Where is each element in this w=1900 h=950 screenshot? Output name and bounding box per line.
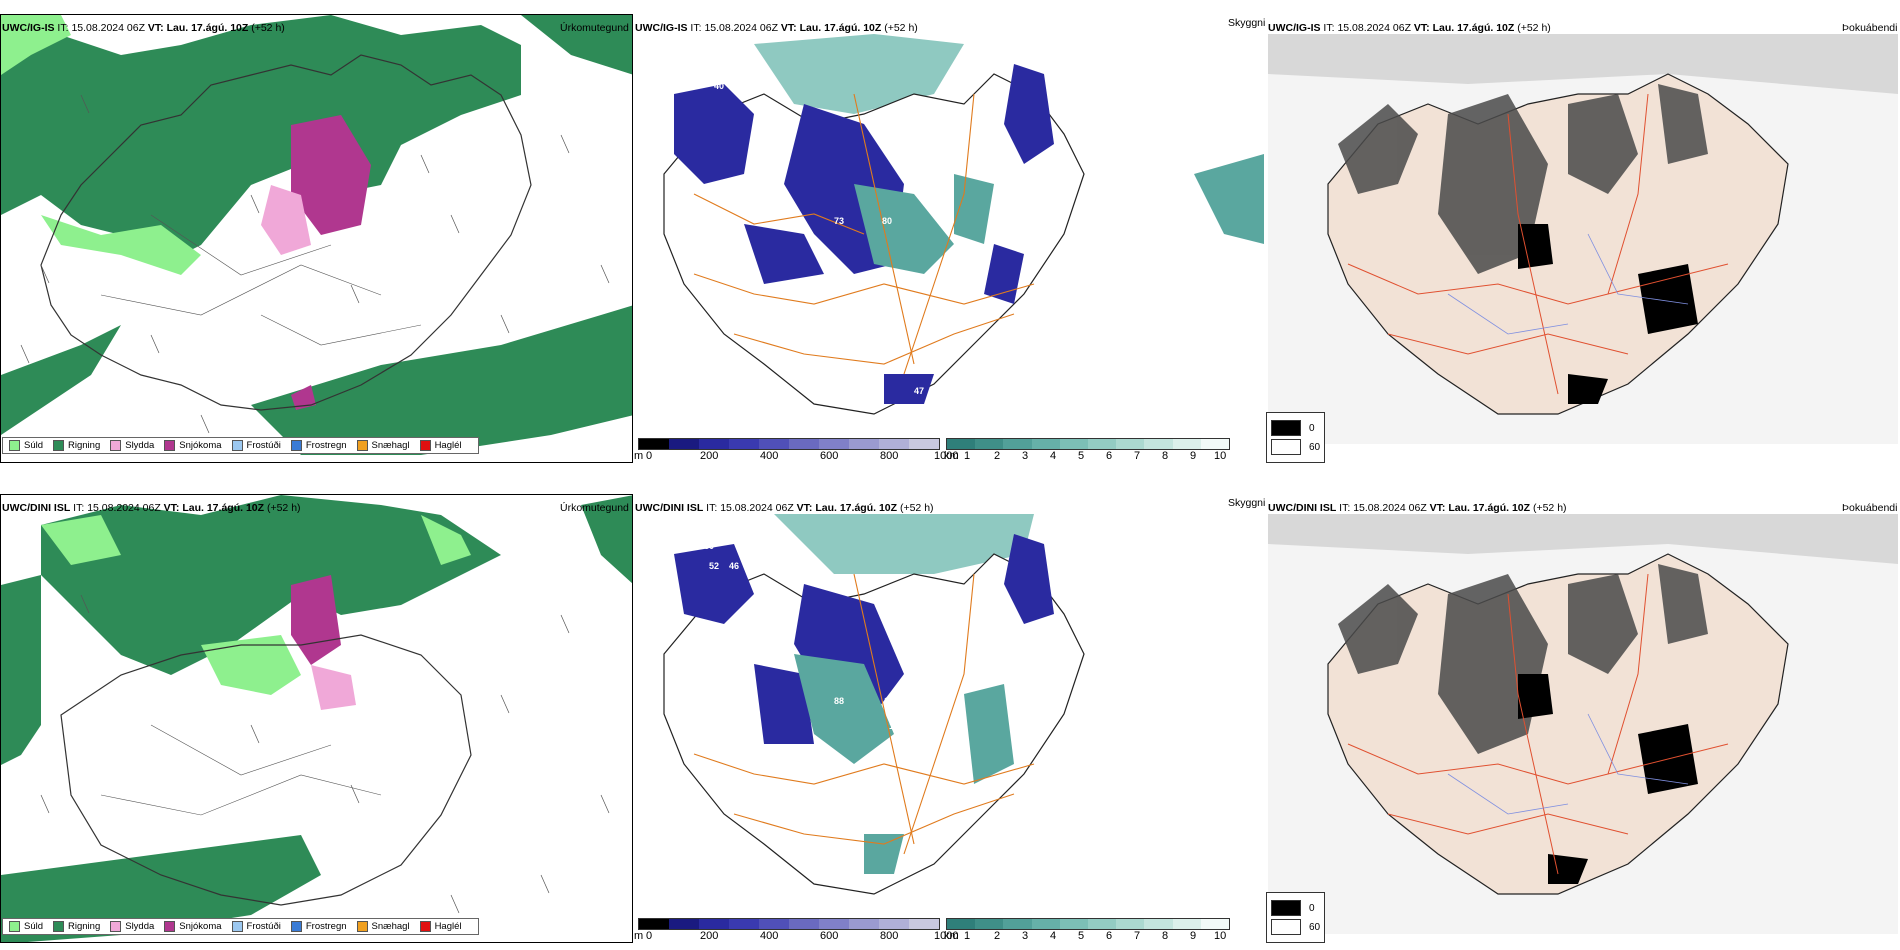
legend-item: Frostúði	[231, 440, 281, 451]
legend-item: Súld	[9, 440, 43, 451]
cloud-label: 41	[839, 281, 849, 291]
precip-title-top: Úrkomutegund	[560, 22, 629, 34]
header-top-middle: UWC/IG-IS IT: 15.08.2024 06Z VT: Lau. 17…	[635, 22, 918, 34]
cloud-label: 60	[814, 746, 824, 756]
vis-scale-bar-top	[946, 438, 1230, 450]
legend-item: Rigning	[53, 440, 100, 451]
fog-panel-bottom	[1268, 514, 1898, 934]
cloud-title-top: Skyggni	[1228, 17, 1266, 29]
cloud-label: 73	[834, 216, 844, 226]
precip-type-map-bottom	[1, 495, 632, 942]
it-value: 15.08.2024 06Z	[71, 22, 145, 34]
cloud-title-bottom: Skyggni	[1228, 497, 1266, 509]
precip-legend-bottom: Súld Rigning Slydda Snjókoma Frostúði Fr…	[2, 918, 479, 935]
cloud-label: 44	[814, 281, 824, 291]
precip-title-bottom: Úrkomutegund	[560, 502, 629, 514]
cloud-scale-ticks-bottom: m 0 200 400 600 800 1000	[634, 930, 959, 942]
legend-item: Slydda	[110, 440, 154, 451]
cloud-label: 66	[684, 56, 694, 66]
fog-map-bottom	[1268, 514, 1898, 934]
precip-type-panel-bottom	[0, 494, 633, 943]
cloud-vis-panel-top: 66 63 48 40 73 80 44 41 108 47 44	[634, 34, 1264, 434]
header-bottom-right: UWC/DINI ISL IT: 15.08.2024 06Z VT: Lau.…	[1268, 502, 1567, 514]
cloud-vis-panel-bottom: 60 52 46 88 132 142 60	[634, 514, 1264, 914]
cloud-label: 40	[714, 81, 724, 91]
cloud-label: 142	[889, 721, 904, 731]
cloud-label: 47	[914, 386, 924, 396]
lead-time: (+52 h)	[251, 22, 285, 34]
cloud-label: 48	[689, 81, 699, 91]
fog-title-top: Þokuábendi	[1842, 22, 1898, 34]
precip-legend-top: Súld Rigning Slydda Snjókoma Frostúði Fr…	[2, 437, 479, 454]
vis-scale-bar-bottom	[946, 918, 1230, 930]
cloud-label: 108	[964, 276, 979, 286]
it-label: IT:	[57, 22, 69, 34]
cloud-vis-map-top: 66 63 48 40 73 80 44 41 108 47 44	[663, 34, 1264, 415]
vt-label: VT:	[147, 22, 164, 34]
fog-legend-top: 0 60	[1266, 412, 1326, 463]
header-bottom-middle: UWC/DINI ISL IT: 15.08.2024 06Z VT: Lau.…	[635, 502, 934, 514]
header-top-left: UWC/IG-IS IT: 15.08.2024 06Z VT: Lau. 17…	[2, 22, 285, 34]
legend-item: Snjókoma	[164, 440, 222, 451]
cloud-label: 44	[934, 386, 944, 396]
vis-scale-ticks-top: km 1 2 3 4 5 6 7 8 9 10	[944, 450, 1227, 462]
cloud-label: 80	[882, 216, 892, 226]
fog-title-bottom: Þokuábendi	[1842, 502, 1898, 514]
cloud-scale-bar-bottom	[638, 918, 940, 930]
cloud-label: 60	[704, 541, 714, 551]
fog-panel-top	[1268, 34, 1898, 444]
precip-type-map-top	[1, 15, 632, 462]
header-bottom-left: UWC/DINI ISL IT: 15.08.2024 06Z VT: Lau.…	[2, 502, 301, 514]
cloud-label: 63	[704, 61, 714, 71]
model-name: UWC/IG-IS	[2, 22, 55, 34]
legend-item: Snæhagl	[356, 440, 410, 451]
fog-map-top	[1268, 34, 1898, 444]
header-top-right: UWC/IG-IS IT: 15.08.2024 06Z VT: Lau. 17…	[1268, 22, 1551, 34]
cloud-label: 52	[709, 561, 719, 571]
legend-item: Haglél	[419, 440, 462, 451]
cloud-vis-map-bottom: 60 52 46 88 132 142 60	[663, 514, 1085, 895]
fog-legend-bottom: 0 60	[1266, 892, 1326, 943]
cloud-label: 46	[729, 561, 739, 571]
precip-type-panel-top	[0, 14, 633, 463]
cloud-label: 132	[884, 696, 899, 706]
cloud-label: 88	[834, 696, 844, 706]
cloud-scale-bar-top	[638, 438, 940, 450]
vis-scale-ticks-bottom: km 1 2 3 4 5 6 7 8 9 10	[944, 930, 1227, 942]
legend-item: Frostregn	[290, 440, 347, 451]
vt-value: Lau. 17.ágú. 10Z	[166, 22, 249, 34]
cloud-scale-ticks-top: m 0 200 400 600 800 1000	[634, 450, 959, 462]
